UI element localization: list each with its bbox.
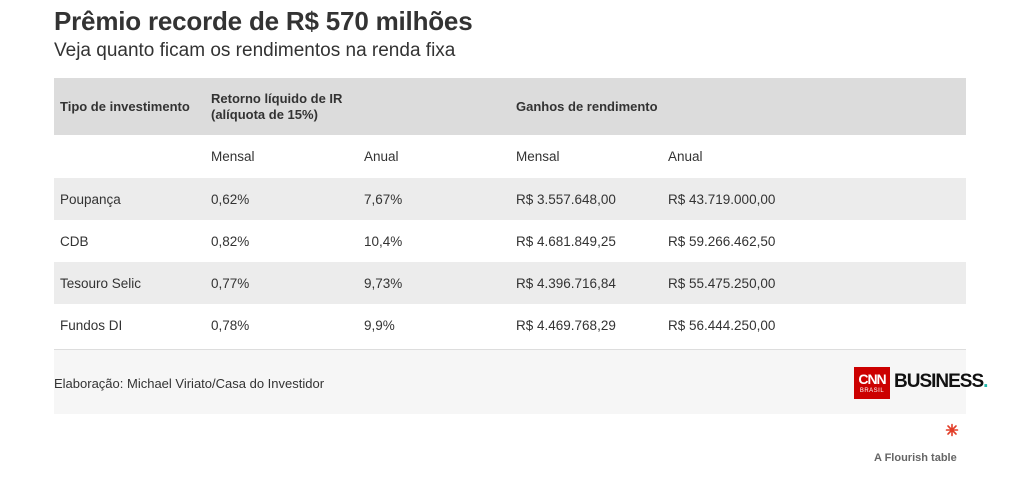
header-return-line1: Retorno líquido de IR xyxy=(211,90,343,106)
data-table: Tipo de investimento Retorno líquido de … xyxy=(54,78,967,346)
table-cell: 0,82% xyxy=(211,233,250,249)
source-note: Elaboração: Michael Viriato/Casa do Inve… xyxy=(54,376,325,391)
table-subheader-row: Mensal Anual Mensal Anual xyxy=(54,135,967,178)
subheader-cell: Anual xyxy=(668,149,703,164)
table-cell: 9,73% xyxy=(364,275,403,291)
table-cell: R$ 56.444.250,00 xyxy=(668,317,776,333)
cnn-business-logo[interactable]: CNN BRASIL BUSINESS. xyxy=(854,367,988,399)
subheader-cell: Mensal xyxy=(516,149,560,164)
table-cell: R$ 4.396.716,84 xyxy=(516,275,616,291)
subheader-cell: Anual xyxy=(364,149,399,164)
header-return-line2: (alíquota de 15%) xyxy=(211,106,318,122)
table-cell: Tesouro Selic xyxy=(60,275,142,291)
table-cell: 0,62% xyxy=(211,191,250,207)
table-cell: 0,78% xyxy=(211,317,250,333)
table-cell: R$ 3.557.648,00 xyxy=(516,191,616,207)
table-header-row: Tipo de investimento Retorno líquido de … xyxy=(54,78,967,135)
table-cell: R$ 55.475.250,00 xyxy=(668,275,776,291)
table-cell: R$ 4.469.768,29 xyxy=(516,317,616,333)
table-row: Fundos DI 0,78% 9,9% R$ 4.469.768,29 R$ … xyxy=(54,304,967,346)
table-row: Tesouro Selic 0,77% 9,73% R$ 4.396.716,8… xyxy=(54,262,967,304)
table-cell: 9,9% xyxy=(364,317,395,333)
brasil-wordmark: BRASIL xyxy=(859,388,885,394)
table-container: Prêmio recorde de R$ 570 milhões Veja qu… xyxy=(54,0,967,346)
flourish-credit-link[interactable]: A Flourish table xyxy=(874,452,957,464)
table-cell: 0,77% xyxy=(211,275,250,291)
business-text: BUSINESS xyxy=(894,371,984,392)
subheader-cell xyxy=(54,135,205,178)
business-wordmark: BUSINESS. xyxy=(894,371,988,393)
flourish-asterisk-icon[interactable] xyxy=(945,423,959,437)
table-cell: 7,67% xyxy=(364,191,403,207)
cnn-wordmark: CNN xyxy=(858,371,886,387)
header-gains: Ganhos de rendimento xyxy=(516,98,658,114)
page-subtitle: Veja quanto ficam os rendimentos na rend… xyxy=(54,40,456,61)
table-cell: R$ 43.719.000,00 xyxy=(668,191,776,207)
page-title: Prêmio recorde de R$ 570 milhões xyxy=(54,6,473,36)
table-cell: 10,4% xyxy=(364,233,403,249)
table-cell: Fundos DI xyxy=(60,317,123,333)
table-row: Poupança 0,62% 7,67% R$ 3.557.648,00 R$ … xyxy=(54,178,967,220)
header-return: Retorno líquido de IR (alíquota de 15%) xyxy=(205,78,510,135)
table-row: CDB 0,82% 10,4% R$ 4.681.849,25 R$ 59.26… xyxy=(54,220,967,262)
table-cell: Poupança xyxy=(60,191,121,207)
subheader-cell: Mensal xyxy=(211,149,255,164)
cnn-brasil-badge: CNN BRASIL xyxy=(854,367,890,399)
table-cell: R$ 4.681.849,25 xyxy=(516,233,616,249)
table-footer: Elaboração: Michael Viriato/Casa do Inve… xyxy=(54,349,988,414)
header-type: Tipo de investimento xyxy=(60,98,190,114)
table-cell: CDB xyxy=(60,233,89,249)
business-dot: . xyxy=(983,371,988,392)
table-cell: R$ 59.266.462,50 xyxy=(668,233,776,249)
